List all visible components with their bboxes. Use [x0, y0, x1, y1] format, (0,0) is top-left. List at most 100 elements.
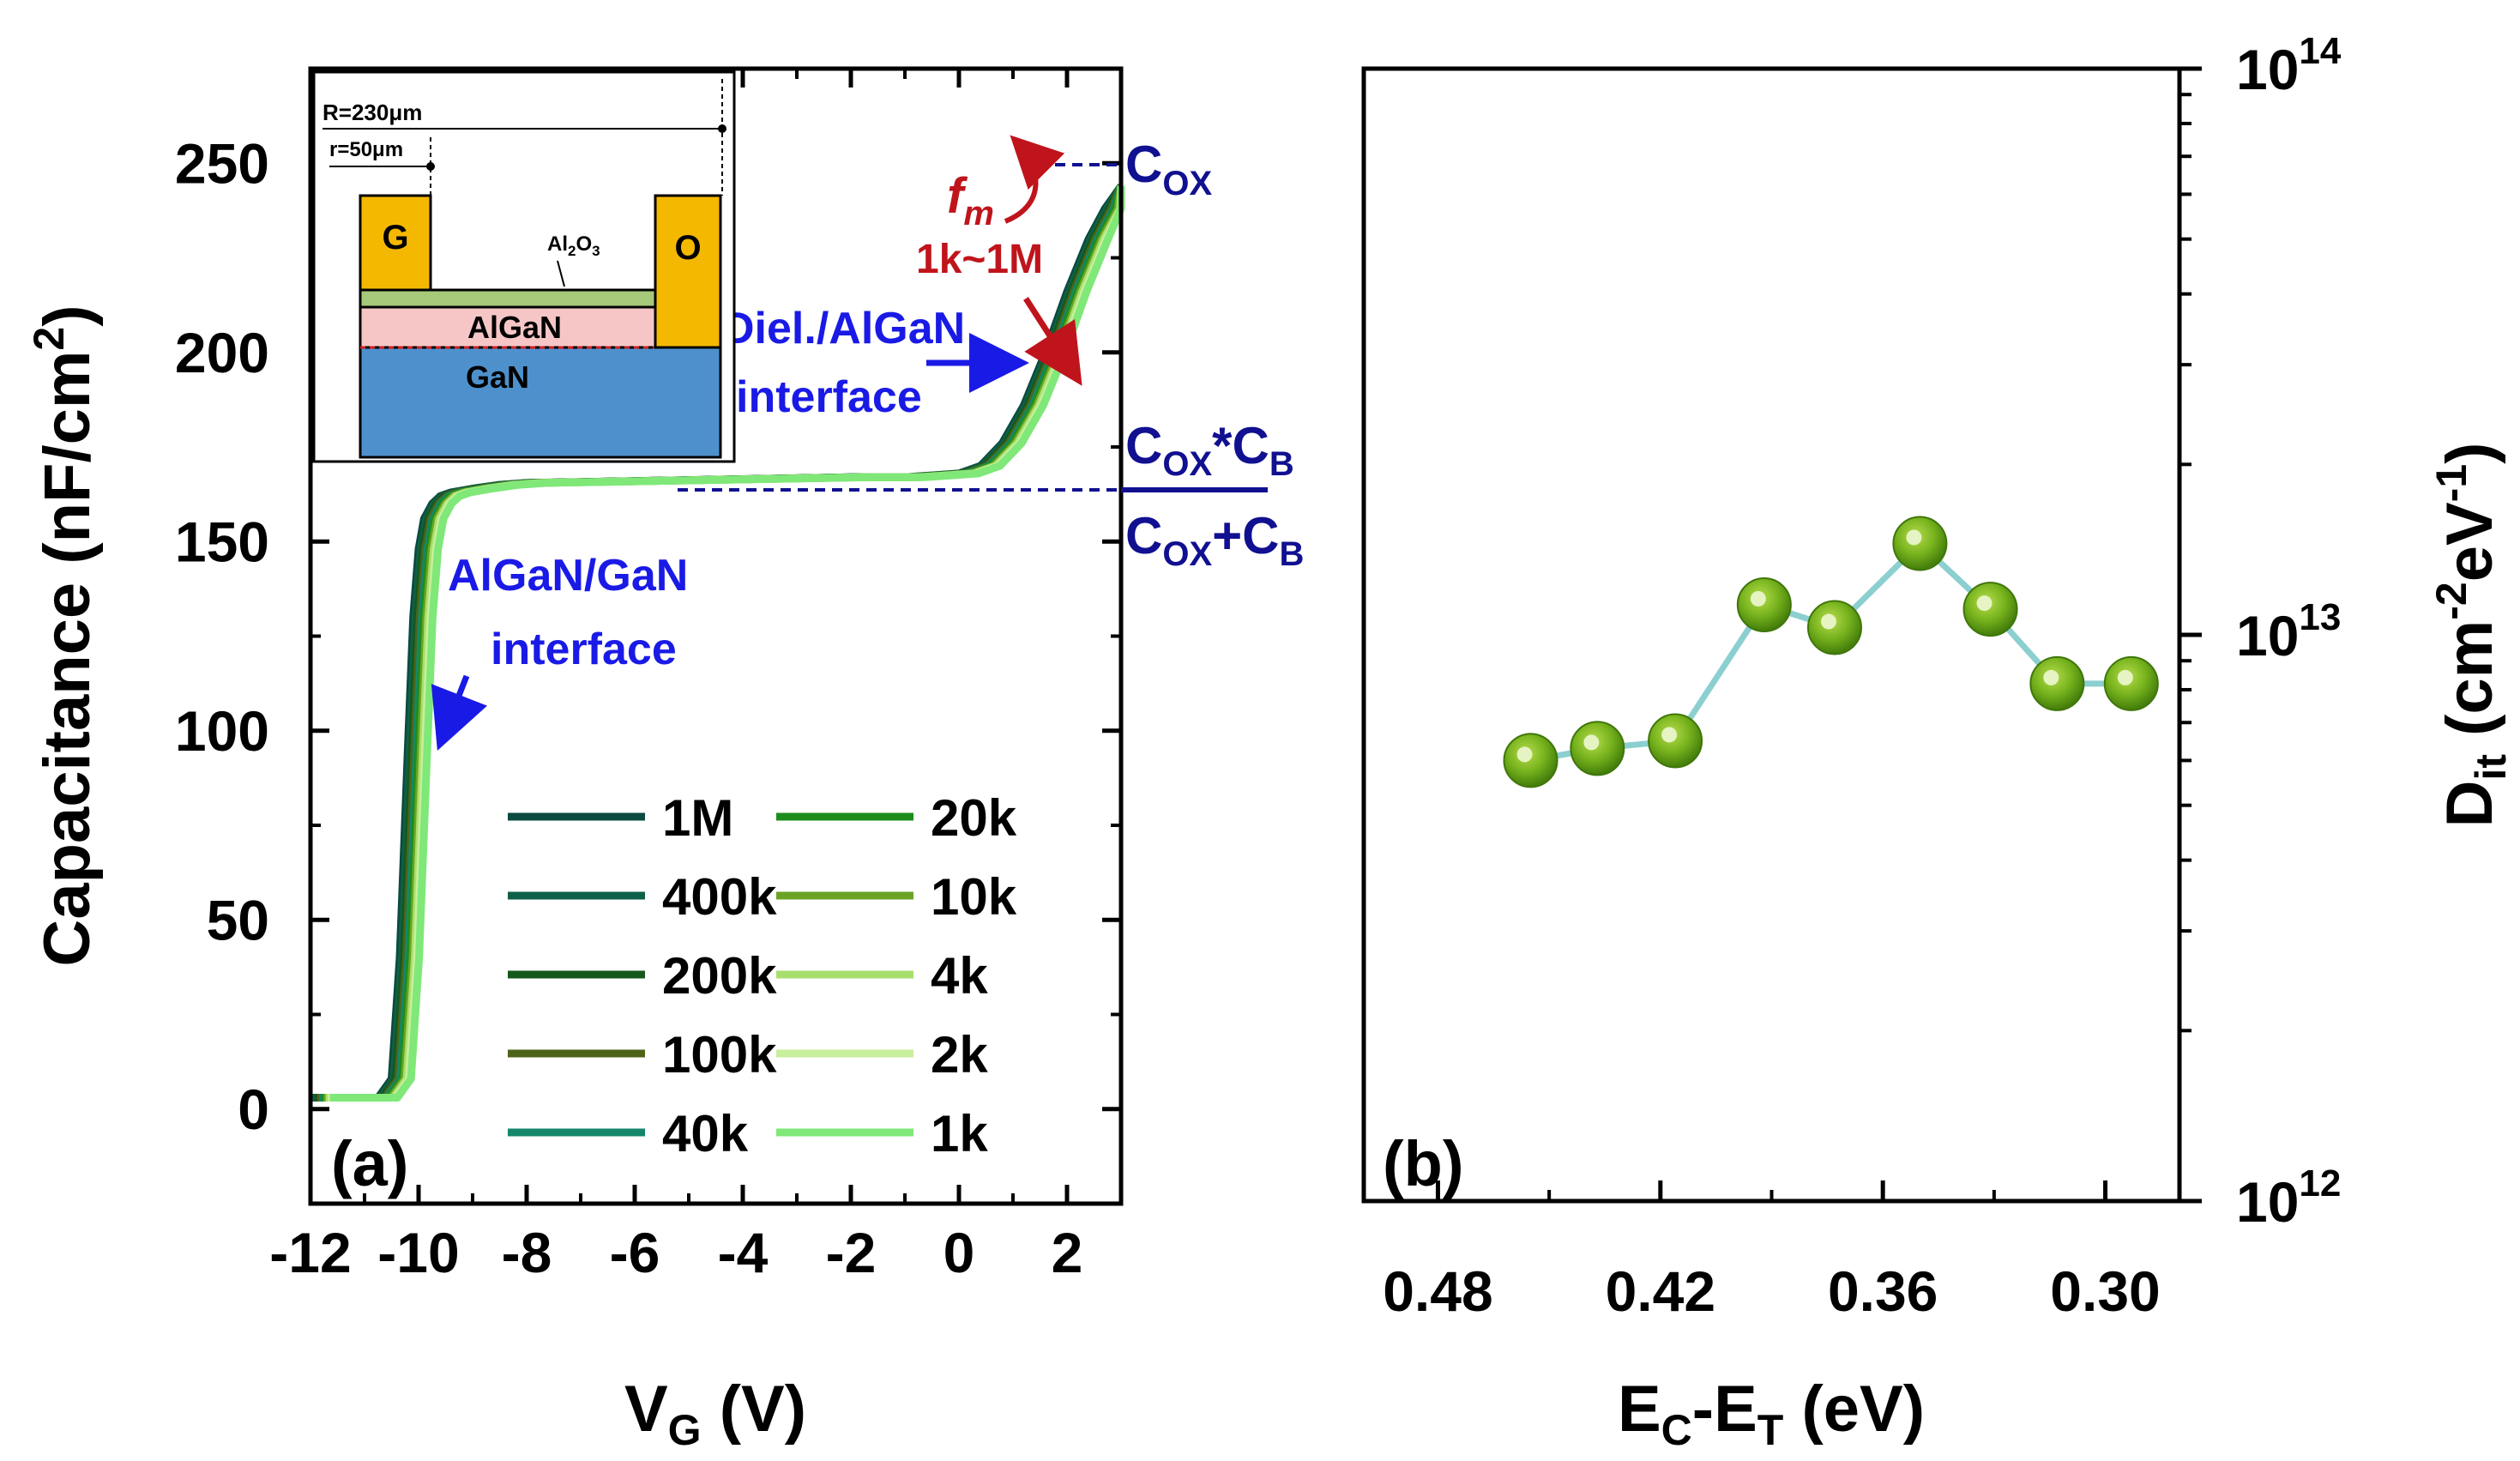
- diel-algan-label-line2: interface: [736, 372, 922, 422]
- dit-point-highlight: [1661, 727, 1678, 743]
- x-label-sub-c: C: [1661, 1406, 1692, 1454]
- panel-a-label: (a): [331, 1128, 408, 1199]
- dit-point: [1806, 600, 1862, 655]
- al2o3-layer: [359, 288, 657, 309]
- diel-algan-label-line1: Diel./AlGaN: [722, 304, 965, 353]
- cox-sub: OX: [1162, 165, 1212, 202]
- dit-point: [1503, 733, 1558, 788]
- al2o3-o: O: [576, 232, 592, 256]
- b-x-tick-label: 0.42: [1606, 1259, 1715, 1323]
- y-tick-label: 250: [175, 131, 269, 195]
- legend-label-1k: 1k: [931, 1105, 988, 1162]
- b-y-tick-label: 1014: [2236, 30, 2342, 101]
- legend-label-40k: 40k: [662, 1105, 749, 1162]
- dit-point: [1736, 577, 1792, 632]
- dit-point: [1892, 516, 1948, 571]
- x-label-sub-g: G: [668, 1406, 702, 1454]
- y-label-capacitance: Capacitance (nF/cm: [31, 351, 104, 967]
- den-sub2: B: [1280, 535, 1305, 573]
- x-tick-label: 2: [1052, 1221, 1083, 1284]
- fm-sub: m: [963, 195, 994, 232]
- x-tick-label: 0: [943, 1221, 975, 1284]
- x-tick-label: -2: [826, 1221, 877, 1284]
- al2o3-pointer: [557, 260, 565, 287]
- algan-gan-label-line1: AlGaN/GaN: [448, 551, 688, 601]
- dit-point: [1962, 582, 2018, 637]
- small-radius-dot: [426, 162, 435, 171]
- x-tick-label: -8: [502, 1221, 552, 1284]
- num-c1: C: [1125, 417, 1162, 474]
- x-label-v: V: [624, 1373, 668, 1446]
- dit-point-highlight: [1820, 613, 1836, 630]
- device-inset: G O AlGaN GaN Al2O3 R=230μm r=50μm: [312, 70, 736, 463]
- x-label-mid: -E: [1692, 1373, 1757, 1446]
- b-x-tick-label: 0.48: [1383, 1259, 1492, 1323]
- freq-range-arrow: [1023, 297, 1082, 386]
- den-sub1: OX: [1162, 535, 1212, 573]
- y-label-ev: eV: [2433, 502, 2506, 582]
- cox-label: COX: [1125, 136, 1212, 202]
- ohmic-label: O: [674, 229, 701, 267]
- legend-label-200k: 200k: [662, 947, 777, 1005]
- y-tick-label: 100: [175, 699, 269, 763]
- legend-label-10k: 10k: [931, 868, 1017, 926]
- dit-point-highlight: [1906, 529, 1922, 546]
- num-sub1: OX: [1162, 445, 1212, 483]
- series-fraction-denominator: COX+CB: [1125, 507, 1304, 573]
- algan-gan-label-line2: interface: [491, 625, 677, 674]
- cv-curves: [310, 184, 1125, 1102]
- gate-label: G: [382, 219, 408, 257]
- den-c1: C: [1125, 507, 1162, 564]
- dit-point-highlight: [1750, 590, 1766, 607]
- y-tick-label: 0: [238, 1078, 269, 1141]
- y-label-close: ): [31, 305, 104, 326]
- cv-legend: 1M 400k 200k 100k 40k 20k 10k 4k 2k 1k: [508, 789, 1017, 1162]
- tick-exponent: 12: [2299, 1162, 2341, 1204]
- legend-label-100k: 100k: [662, 1026, 777, 1084]
- panel-a-y-ticks: 0 50 100 150 200 250: [175, 67, 1121, 1205]
- al2o3-sub2: 3: [592, 243, 600, 259]
- y-tick-label: 150: [175, 510, 269, 573]
- y-label-close: ): [2433, 443, 2506, 464]
- y-label-sup2: -1: [2427, 464, 2475, 502]
- tick-exponent: 14: [2299, 30, 2341, 72]
- x-tick-label: -6: [610, 1221, 660, 1284]
- num-mid: *C: [1212, 417, 1269, 474]
- series-fraction-numerator: COX*CB: [1125, 417, 1294, 483]
- gan-layer-label: GaN: [466, 359, 529, 395]
- panel-a-y-label: Capacitance (nF/cm2): [25, 305, 104, 966]
- y-label-unit: (cm: [2433, 620, 2506, 754]
- dit-point: [2103, 655, 2159, 711]
- x-tick-label: -12: [269, 1221, 351, 1284]
- small-radius-label: r=50μm: [329, 138, 403, 161]
- y-label-sup-2: 2: [25, 327, 73, 351]
- y-label-sub-it: it: [2467, 754, 2515, 781]
- dit-point: [1570, 721, 1625, 776]
- legend-label-4k: 4k: [931, 947, 988, 1005]
- al2o3-sub1: 2: [568, 243, 576, 259]
- algan-layer-label: AlGaN: [467, 310, 562, 345]
- y-tick-label: 50: [207, 888, 269, 951]
- freq-range-label: 1k~1M: [916, 237, 1043, 282]
- tick-base: 10: [2236, 1170, 2299, 1234]
- x-tick-label: -4: [718, 1221, 769, 1284]
- panel-b-label: (b): [1383, 1128, 1464, 1199]
- x-label-sub-t: T: [1757, 1406, 1784, 1454]
- panel-b-x-ticks: 0.48 0.42 0.36 0.30: [1383, 1180, 2161, 1323]
- dit-point-highlight: [1583, 734, 1600, 751]
- panel-a-x-label: VG (V): [624, 1373, 806, 1454]
- dit-point: [1648, 713, 1703, 769]
- cox-c: C: [1125, 136, 1162, 193]
- x-label-e: E: [1618, 1373, 1661, 1446]
- legend-label-20k: 20k: [931, 789, 1017, 847]
- y-tick-label: 200: [175, 321, 269, 384]
- al2o3-al: Al: [547, 232, 568, 256]
- b-x-tick-label: 0.36: [1828, 1259, 1938, 1323]
- cv-curve-1k: [329, 185, 1125, 1102]
- gate-contact: [359, 194, 432, 292]
- y-label-sup1: -2: [2427, 582, 2475, 619]
- tick-exponent: 13: [2299, 596, 2341, 638]
